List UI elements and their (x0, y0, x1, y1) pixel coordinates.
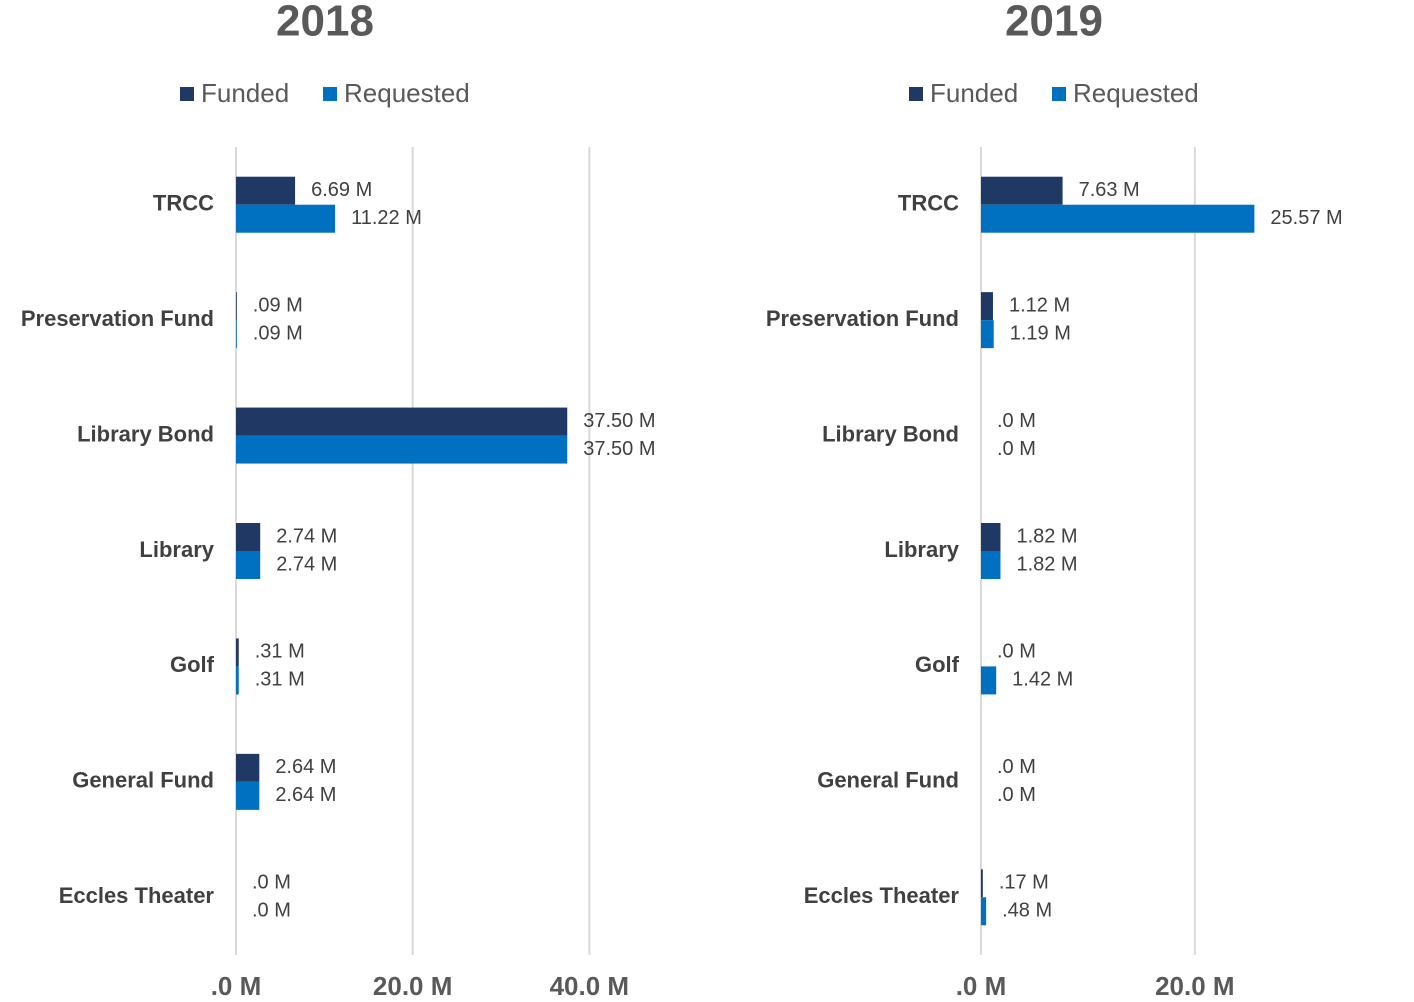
x-tick-label: 20.0 M (1155, 971, 1235, 1001)
bar (236, 638, 239, 667)
x-tick-label: .0 M (956, 971, 1007, 1001)
bar (236, 407, 568, 436)
bar (236, 435, 568, 464)
value-label: .09 M (253, 294, 303, 316)
category-label: Preservation Fund (766, 306, 959, 331)
legend-swatch (323, 87, 337, 101)
bar (236, 551, 261, 579)
legend-label: Requested (344, 78, 470, 108)
category-label: Golf (915, 652, 960, 677)
value-label: .0 M (997, 641, 1036, 663)
value-label: 2.74 M (276, 553, 337, 575)
value-label: .0 M (997, 784, 1036, 806)
value-label: .0 M (997, 410, 1036, 432)
bar (236, 320, 237, 349)
value-label: 37.50 M (583, 438, 655, 460)
value-label: 11.22 M (351, 207, 422, 229)
category-label: General Fund (817, 768, 959, 793)
value-label: 1.82 M (1016, 553, 1077, 575)
value-label: .0 M (997, 438, 1036, 460)
x-tick-label: 20.0 M (373, 971, 453, 1001)
value-label: .31 M (255, 669, 305, 691)
legend-swatch (1052, 87, 1066, 101)
value-label: 25.57 M (1270, 207, 1342, 229)
value-label: 6.69 M (311, 179, 372, 201)
category-label: TRCC (153, 191, 214, 216)
category-label: General Fund (72, 768, 214, 793)
bar (236, 292, 237, 321)
category-label: Library Bond (77, 421, 214, 446)
value-label: .0 M (997, 756, 1036, 778)
legend-swatch (909, 87, 923, 101)
value-label: 1.82 M (1016, 525, 1077, 547)
value-label: 2.64 M (275, 784, 336, 806)
bar (981, 176, 1063, 205)
value-label: 1.12 M (1009, 294, 1070, 316)
bar (981, 551, 1001, 579)
legend-label: Funded (930, 78, 1018, 108)
category-label: Eccles Theater (59, 883, 215, 908)
bar (981, 666, 997, 695)
bar (981, 292, 993, 321)
category-label: Golf (170, 652, 215, 677)
category-label: Library (884, 537, 959, 562)
bar (981, 869, 983, 898)
value-label: 1.19 M (1010, 322, 1071, 344)
chart-title: 2018 (276, 0, 374, 46)
legend-swatch (180, 87, 194, 101)
bar (236, 176, 296, 205)
legend-label: Funded (201, 78, 289, 108)
category-label: Library Bond (822, 421, 959, 446)
value-label: .31 M (255, 641, 305, 663)
bar (236, 666, 239, 695)
bar (981, 320, 994, 349)
category-label: TRCC (898, 191, 959, 216)
value-label: 1.42 M (1012, 669, 1073, 691)
x-tick-label: 40.0 M (550, 971, 630, 1001)
value-label: .09 M (253, 322, 303, 344)
value-label: 7.63 M (1079, 179, 1140, 201)
category-label: Library (139, 537, 214, 562)
category-label: Eccles Theater (804, 883, 960, 908)
value-label: 2.74 M (276, 525, 337, 547)
value-label: 37.50 M (583, 410, 655, 432)
bar (236, 753, 260, 782)
bar (236, 204, 336, 233)
value-label: .0 M (252, 872, 291, 894)
bar (981, 204, 1255, 233)
value-label: .0 M (252, 900, 291, 922)
bar (236, 781, 260, 810)
value-label: 2.64 M (275, 756, 336, 778)
value-label: .17 M (999, 872, 1049, 894)
bar (981, 897, 987, 926)
category-label: Preservation Fund (21, 306, 214, 331)
bar (981, 523, 1001, 551)
value-label: .48 M (1002, 900, 1052, 922)
bar (236, 523, 261, 551)
x-tick-label: .0 M (211, 971, 262, 1001)
chart-title: 2019 (1005, 0, 1103, 46)
legend-label: Requested (1073, 78, 1199, 108)
